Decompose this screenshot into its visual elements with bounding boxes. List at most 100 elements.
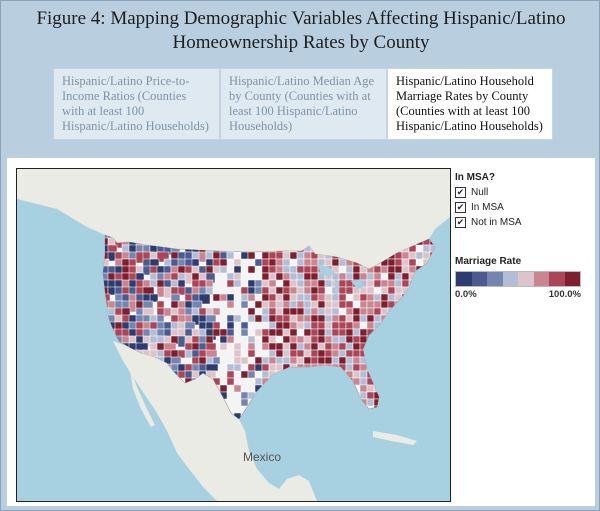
county-cell[interactable]	[352, 272, 361, 281]
county-cell[interactable]	[219, 384, 228, 393]
county-cell[interactable]	[226, 328, 235, 337]
county-cell[interactable]	[401, 272, 410, 281]
county-cell[interactable]	[338, 258, 347, 267]
county-cell[interactable]	[310, 258, 319, 267]
county-cell[interactable]	[240, 370, 249, 379]
county-cell[interactable]	[261, 251, 270, 260]
filter-not-in-msa[interactable]: ✔ Not in MSA	[455, 215, 591, 230]
county-cell[interactable]	[254, 300, 263, 309]
county-cell[interactable]	[359, 328, 368, 337]
county-cell[interactable]	[212, 356, 221, 365]
county-cell[interactable]	[254, 286, 263, 295]
county-cell[interactable]	[310, 335, 319, 344]
county-cell[interactable]	[303, 328, 312, 337]
county-cell[interactable]	[261, 286, 270, 295]
county-cell[interactable]	[198, 251, 207, 263]
county-cell[interactable]	[275, 356, 284, 365]
county-cell[interactable]	[289, 300, 298, 309]
county-cell[interactable]	[282, 258, 291, 267]
county-cell[interactable]	[317, 321, 326, 330]
county-cell[interactable]	[359, 384, 368, 393]
county-cell[interactable]	[317, 293, 326, 302]
county-cell[interactable]	[212, 321, 221, 330]
county-cell[interactable]	[289, 293, 298, 302]
county-cell[interactable]	[338, 335, 347, 344]
county-cell[interactable]	[212, 328, 221, 337]
county-cell[interactable]	[275, 272, 284, 281]
county-cell[interactable]	[310, 293, 319, 302]
county-cell[interactable]	[338, 314, 347, 323]
county-cell[interactable]	[359, 300, 368, 309]
county-cell[interactable]	[226, 272, 235, 281]
county-cell[interactable]	[247, 251, 256, 260]
county-cell[interactable]	[345, 342, 354, 351]
county-cell[interactable]	[345, 349, 354, 358]
county-cell[interactable]	[331, 342, 340, 351]
county-cell[interactable]	[275, 349, 284, 358]
county-cell[interactable]	[310, 307, 319, 316]
county-cell[interactable]	[380, 265, 389, 274]
county-cell[interactable]	[261, 314, 270, 323]
county-cell[interactable]	[317, 356, 326, 365]
county-cell[interactable]	[303, 356, 312, 365]
county-cell[interactable]	[296, 251, 305, 260]
county-cell[interactable]	[366, 384, 375, 393]
county-cell[interactable]	[268, 286, 277, 295]
county-cell[interactable]	[247, 370, 256, 379]
county-cell[interactable]	[268, 335, 277, 344]
county-cell[interactable]	[338, 321, 347, 330]
county-cell[interactable]	[352, 356, 361, 365]
county-cell[interactable]	[373, 300, 382, 309]
county-cell[interactable]	[268, 321, 277, 330]
county-cell[interactable]	[352, 335, 361, 344]
county-cell[interactable]	[261, 279, 270, 288]
county-cell[interactable]	[240, 321, 249, 330]
county-cell[interactable]	[317, 307, 326, 316]
county-cell[interactable]	[394, 258, 403, 267]
county-cell[interactable]	[254, 363, 263, 372]
county-cell[interactable]	[303, 349, 312, 358]
county-cell[interactable]	[233, 356, 242, 365]
county-cell[interactable]	[282, 349, 291, 358]
county-cell[interactable]	[324, 328, 333, 337]
county-cell[interactable]	[366, 293, 375, 302]
county-cell[interactable]	[212, 258, 221, 267]
county-cell[interactable]	[156, 300, 165, 309]
county-cell[interactable]	[219, 258, 228, 267]
county-cell[interactable]	[303, 314, 312, 323]
county-cell[interactable]	[401, 251, 410, 260]
county-cell[interactable]	[310, 328, 319, 337]
county-cell[interactable]	[289, 342, 298, 351]
county-cell[interactable]	[338, 293, 347, 302]
county-cell[interactable]	[331, 307, 340, 316]
county-cell[interactable]	[345, 363, 354, 372]
county-cell[interactable]	[352, 314, 361, 323]
county-cell[interactable]	[135, 244, 144, 253]
county-cell[interactable]	[275, 251, 284, 260]
county-cell[interactable]	[387, 272, 396, 281]
county-cell[interactable]	[268, 300, 277, 309]
county-cell[interactable]	[338, 328, 347, 337]
county-cell[interactable]	[387, 286, 396, 295]
county-cell[interactable]	[219, 293, 228, 302]
county-cell[interactable]	[212, 293, 221, 302]
county-cell[interactable]	[317, 349, 326, 358]
county-cell[interactable]	[345, 328, 354, 337]
county-cell[interactable]	[296, 349, 305, 358]
county-cell[interactable]	[366, 398, 375, 407]
county-cell[interactable]	[240, 293, 249, 302]
county-cell[interactable]	[317, 335, 326, 344]
county-cell[interactable]	[310, 356, 319, 365]
county-cell[interactable]	[303, 321, 312, 330]
county-cell[interactable]	[289, 279, 298, 288]
county-cell[interactable]	[352, 321, 361, 330]
filter-null[interactable]: ✔ Null	[455, 185, 591, 200]
county-cell[interactable]	[226, 314, 235, 323]
county-cell[interactable]	[254, 258, 263, 267]
county-cell[interactable]	[219, 342, 228, 351]
county-cell[interactable]	[303, 293, 312, 302]
county-cell[interactable]	[254, 314, 263, 323]
county-cell[interactable]	[338, 286, 347, 295]
county-cell[interactable]	[408, 251, 417, 260]
county-cell[interactable]	[387, 265, 396, 274]
